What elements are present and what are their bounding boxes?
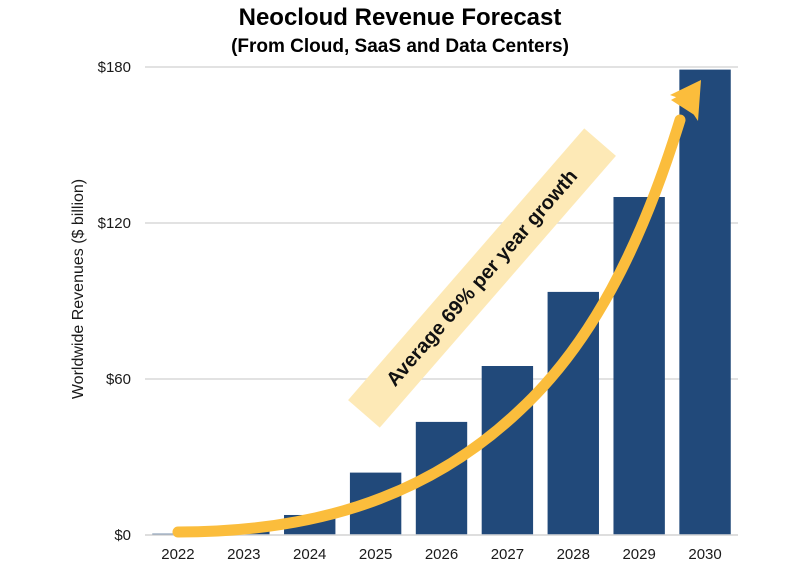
y-axis-label: Worldwide Revenues ($ billion) — [70, 179, 87, 399]
x-axis-ticks: 2022 2023 2024 2025 2026 2027 2028 2029 2030 — [145, 534, 738, 563]
x-tick-label: 2028 — [557, 546, 590, 563]
annotation-band — [348, 128, 616, 428]
y-tick-label: $120 — [98, 215, 131, 232]
x-tick-label: 2029 — [622, 546, 655, 563]
y-tick-label: $0 — [114, 527, 131, 544]
growth-arrow-head-fill — [670, 80, 701, 121]
x-tick-label: 2027 — [491, 546, 524, 563]
growth-arrow-curve — [172, 114, 686, 538]
x-tick-label: 2022 — [161, 546, 194, 563]
x-tick-label: 2023 — [227, 546, 260, 563]
y-tick-label: $60 — [106, 371, 131, 388]
growth-arrow — [172, 80, 701, 538]
chart-title: Neocloud Revenue Forecast — [238, 4, 562, 31]
y-axis-ticks: $0 $60 $120 $180 — [98, 59, 131, 544]
y-tick-label: $180 — [98, 59, 131, 76]
x-tick-label: 2030 — [688, 546, 721, 563]
chart-subtitle: (From Cloud, SaaS and Data Centers) — [231, 36, 569, 57]
bar-2027 — [481, 366, 534, 535]
x-tick-label: 2025 — [359, 546, 392, 563]
bar-2029 — [613, 197, 665, 535]
x-tick-label: 2026 — [425, 546, 458, 563]
bar-2030 — [679, 69, 731, 535]
x-tick-label: 2024 — [293, 546, 326, 563]
